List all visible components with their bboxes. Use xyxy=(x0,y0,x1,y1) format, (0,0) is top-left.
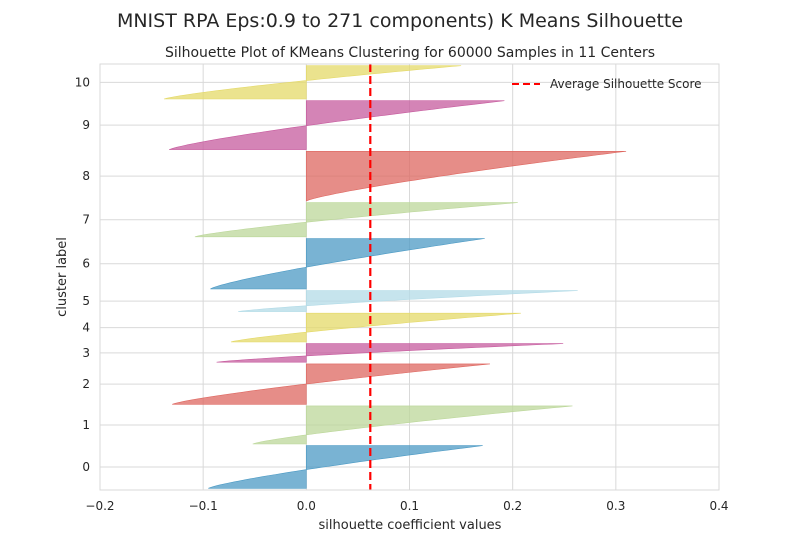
silhouette-band-cluster-5 xyxy=(238,290,578,312)
x-tick-label: 0.1 xyxy=(400,499,419,513)
y-tick-label: 5 xyxy=(82,294,90,308)
silhouette-band-cluster-4 xyxy=(230,312,521,343)
y-tick-label: 0 xyxy=(82,460,90,474)
y-tick-label: 1 xyxy=(82,418,90,432)
silhouette-band-cluster-3 xyxy=(216,343,564,363)
x-tick-label: 0.2 xyxy=(503,499,522,513)
silhouette-band-cluster-9 xyxy=(169,100,505,150)
legend-label: Average Silhouette Score xyxy=(550,77,702,91)
silhouette-band-cluster-7 xyxy=(194,202,518,238)
plot-frame xyxy=(99,63,720,491)
silhouette-band-cluster-0 xyxy=(208,445,483,489)
x-tick-label: −0.1 xyxy=(189,499,218,513)
y-axis-label: cluster label xyxy=(55,237,70,317)
x-tick-label: 0.4 xyxy=(709,499,728,513)
x-tick-label: 0.0 xyxy=(297,499,316,513)
y-tick-label: 6 xyxy=(82,257,90,271)
y-tick-labels: 0 1 2 3 4 5 6 7 8 9 10 xyxy=(75,75,90,474)
x-tick-label: 0.3 xyxy=(606,499,625,513)
y-tick-label: 10 xyxy=(75,75,90,89)
silhouette-band-cluster-1 xyxy=(252,405,573,445)
y-tick-label: 3 xyxy=(82,346,90,360)
legend: Average Silhouette Score xyxy=(512,77,702,91)
silhouette-band-cluster-2 xyxy=(172,363,491,405)
x-tick-label: −0.2 xyxy=(85,499,114,513)
y-tick-label: 4 xyxy=(82,321,90,335)
silhouette-band-cluster-6 xyxy=(210,238,485,290)
y-tick-label: 9 xyxy=(82,118,90,132)
silhouette-layer xyxy=(163,65,627,489)
x-axis-label: silhouette coefficient values xyxy=(319,518,502,533)
x-tick-labels: −0.2 −0.1 0.0 0.1 0.2 0.3 0.4 xyxy=(85,499,728,513)
silhouette-band-cluster-8 xyxy=(306,151,627,202)
figure-suptitle: MNIST RPA Eps:0.9 to 271 components) K M… xyxy=(117,10,683,32)
y-tick-label: 2 xyxy=(82,377,90,391)
y-tick-label: 8 xyxy=(82,169,90,183)
chart-title: Silhouette Plot of KMeans Clustering for… xyxy=(165,45,655,61)
y-tick-label: 7 xyxy=(82,213,90,227)
silhouette-band-cluster-10 xyxy=(163,65,462,100)
